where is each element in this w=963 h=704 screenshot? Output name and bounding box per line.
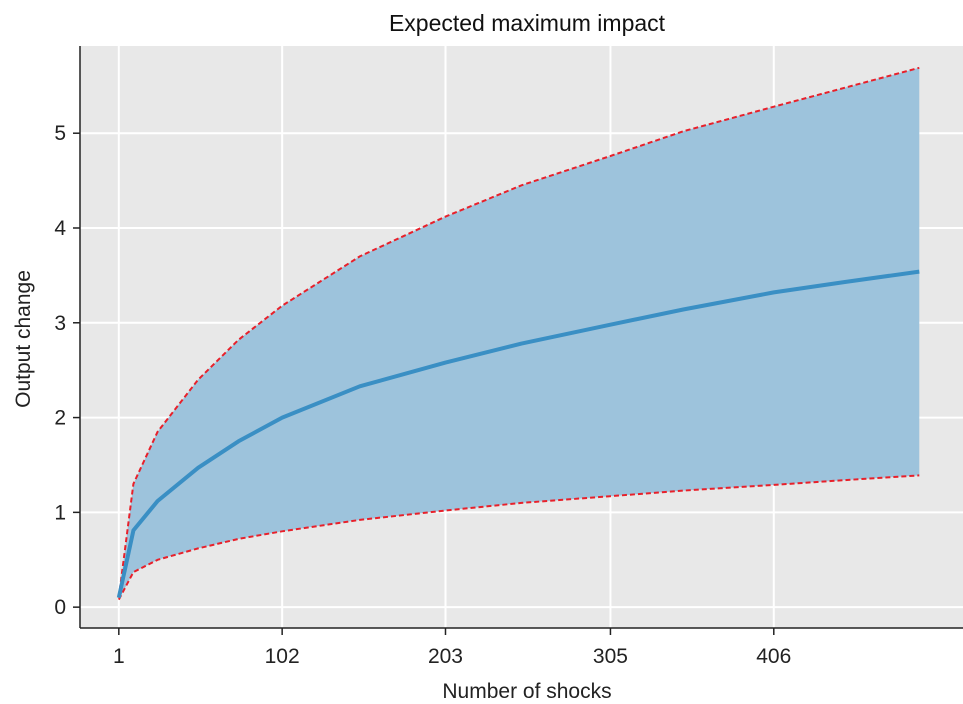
y-axis-label: Output change [12,270,35,408]
y-tick-label: 5 [54,122,66,145]
confidence-band [118,67,920,600]
x-tick-label: 102 [265,645,300,668]
x-axis-label: Number of shocks [442,680,611,703]
y-tick-label: 2 [54,407,66,430]
lower-bound-line [117,474,920,601]
x-axis-ticks: 1 102 203 305 406 [113,628,791,668]
x-tick-label: 1 [113,645,125,668]
y-axis-ticks: 0 1 2 3 4 5 [54,122,80,619]
y-tick-label: 4 [54,217,66,240]
x-tick-label: 203 [428,645,463,668]
y-tick-label: 3 [54,312,66,335]
chart-title: Expected maximum impact [389,10,666,36]
x-tick-label: 305 [593,645,628,668]
x-tick-label: 406 [756,645,791,668]
y-tick-label: 0 [54,596,66,619]
y-tick-label: 1 [54,501,66,524]
upper-bound-line [117,66,920,598]
axes [79,46,963,629]
mean-line [116,269,920,599]
